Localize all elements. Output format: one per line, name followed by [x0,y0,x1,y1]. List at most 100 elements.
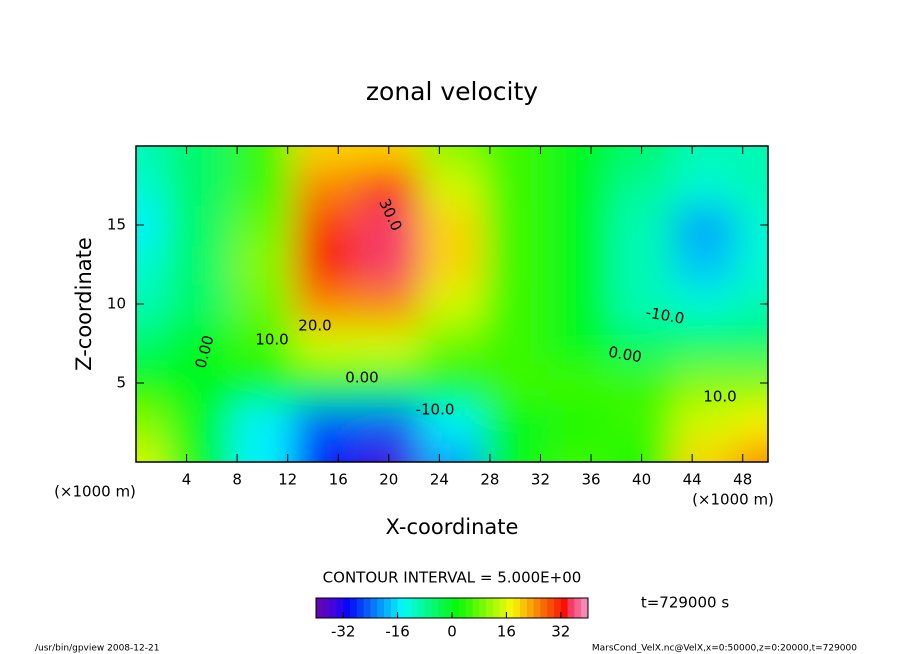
cell [420,363,485,404]
chart-title: zonal velocity [366,77,538,106]
colorbar-cell [452,598,460,618]
cell [230,165,295,207]
cell [294,284,359,325]
cell [420,402,485,444]
cell [420,323,485,365]
colorbar-cell [513,598,521,618]
cell [294,244,359,286]
cell [736,442,768,462]
colorbar-cell [540,598,548,618]
cell [673,442,738,462]
x-tick-label: 24 [430,471,449,489]
colorbar-cell [499,598,507,618]
cell [167,323,232,365]
colorbar-cell [370,598,378,618]
colorbar-cell [343,598,351,618]
cell [420,165,485,207]
x-tick-label: 28 [480,471,499,489]
cell [136,146,169,167]
cell [673,284,738,325]
y-tick-label: 15 [107,216,126,234]
colorbar-tick-label: 0 [447,623,457,641]
x-tick-label: 16 [329,471,348,489]
colorbar-cell [431,598,439,618]
colorbar-cell [404,598,412,618]
colorbar-cell [418,598,426,618]
cell [483,323,548,365]
cell [294,146,359,167]
x-tick-label: 12 [278,471,297,489]
cell [136,244,169,286]
colorbar-cell [377,598,385,618]
cell [357,165,422,207]
colorbar-cell [506,598,514,618]
colorbar-cell [322,598,331,618]
colorbar-cell [445,598,453,618]
cell [294,165,359,207]
colorbar-tick-label: -32 [331,623,356,641]
cell [483,165,548,207]
cell [736,284,768,325]
cell [230,442,295,462]
cell [483,244,548,286]
footer: /usr/bin/gpview 2008-12-21 [35,644,159,654]
cell [546,244,611,286]
cell [230,363,295,404]
cell [736,205,768,246]
colorbar-cell [465,598,473,618]
cell [357,205,422,246]
cell [167,284,232,325]
cell [546,323,611,365]
colorbar-cell [363,598,371,618]
cell [357,146,422,167]
cell [546,402,611,444]
colorbar-cell [384,598,392,618]
cell [230,244,295,286]
x-tick-label: 48 [733,471,752,489]
cell [294,205,359,246]
cell [546,205,611,246]
x-tick-label: 40 [632,471,651,489]
colorbar-cell [329,598,337,618]
cell [736,402,768,444]
cell [483,402,548,444]
cell [167,442,232,462]
cell [673,402,738,444]
cell [610,205,675,246]
cell [673,244,738,286]
cell [136,323,169,365]
y-tick-label: 10 [107,295,126,313]
x-tick-label: 20 [379,471,398,489]
x-tick-label: 8 [232,471,242,489]
cell [167,363,232,404]
colorbar-cell [397,598,405,618]
cell [546,165,611,207]
cell [546,363,611,404]
colorbar-cell [526,598,535,618]
colorbar-cell [479,598,487,618]
colorbar-tick-label: 16 [497,623,516,641]
contour-label: 10.0 [703,388,736,406]
cell [167,244,232,286]
cell [230,284,295,325]
cell [673,363,738,404]
cell [610,442,675,462]
cell [357,284,422,325]
cell [610,323,675,365]
contour-interval: CONTOUR INTERVAL = 5.000E+00 [323,569,582,587]
cell [546,284,611,325]
cell [610,402,675,444]
cell [357,402,422,444]
cell [483,284,548,325]
colorbar-cell [350,598,358,618]
cell [230,323,295,365]
x-tick-label: 36 [581,471,600,489]
x-tick-label: 32 [531,471,550,489]
x-tick-label: 4 [182,471,192,489]
y-tick-label: 5 [116,374,126,392]
time-label: t=729000 s [641,594,729,612]
cell [420,146,485,167]
cell [610,165,675,207]
colorbar-cell [411,598,419,618]
colorbar-cell [554,598,562,618]
